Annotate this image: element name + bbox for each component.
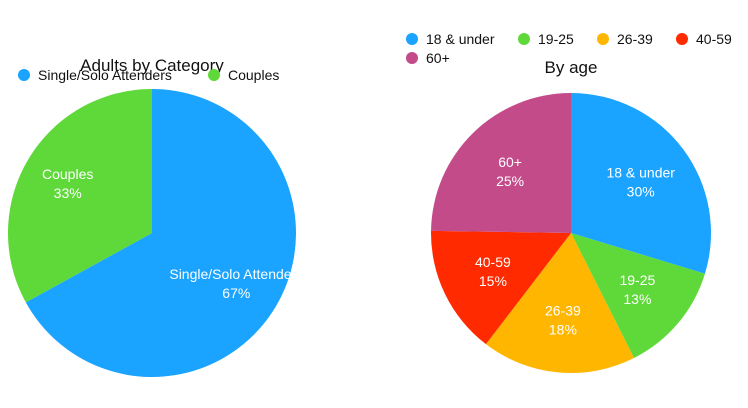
pie-slice-19-25 bbox=[571, 233, 705, 359]
legend-label-26-39: 26-39 bbox=[617, 31, 653, 47]
chart-title: Adults by Category bbox=[80, 56, 224, 75]
slice-label-single-solo-attenders: Single/Solo Attenders bbox=[169, 266, 303, 282]
pie-slice-60 bbox=[431, 93, 571, 233]
legend-swatch-60 bbox=[406, 52, 418, 64]
pie bbox=[431, 93, 711, 374]
slice-label-18-under: 18 & under bbox=[606, 164, 675, 180]
by-age-chart: By age 18 & under 19-25 26-39 40-59 60+ 18 &… bbox=[406, 31, 732, 374]
legend-label-19-25: 19-25 bbox=[538, 31, 574, 47]
legend-label-40-59: 40-59 bbox=[696, 31, 732, 47]
pie-slice-single-solo-attenders bbox=[25, 89, 296, 377]
legend-label-18-under: 18 & under bbox=[426, 31, 495, 47]
slice-value-26-39: 18% bbox=[549, 321, 577, 337]
legend-swatch-26-39 bbox=[597, 33, 609, 45]
slice-value-18-under: 30% bbox=[627, 183, 655, 199]
pie-slice-18-under bbox=[571, 93, 711, 274]
slice-value-19-25: 13% bbox=[623, 291, 651, 307]
chart-title: By age bbox=[545, 58, 598, 77]
legend-swatch-19-25 bbox=[518, 33, 530, 45]
slice-value-60: 25% bbox=[496, 173, 524, 189]
legend-label-single-solo-attenders: Single/Solo Attenders bbox=[38, 67, 172, 83]
slice-label-couples: Couples bbox=[42, 166, 93, 182]
pie bbox=[7, 89, 296, 377]
legend-label-60: 60+ bbox=[426, 50, 450, 66]
legend-swatch-single-solo-attenders bbox=[18, 69, 30, 81]
legend: 18 & under 19-25 26-39 40-59 60+ bbox=[406, 31, 732, 66]
slice-label-19-25: 19-25 bbox=[619, 272, 655, 288]
slice-labels: Single/Solo Attenders 67% Couples 33% bbox=[42, 166, 303, 301]
slice-value-40-59: 15% bbox=[479, 273, 507, 289]
slice-value-couples: 33% bbox=[54, 185, 82, 201]
adults-by-category-chart: Adults by Category Single/Solo Attenders… bbox=[7, 56, 303, 377]
legend-label-couples: Couples bbox=[228, 67, 279, 83]
legend-swatch-couples bbox=[208, 69, 220, 81]
pie-slice-26-39 bbox=[485, 233, 634, 374]
legend-swatch-40-59 bbox=[676, 33, 688, 45]
slice-value-single-solo-attenders: 67% bbox=[222, 285, 250, 301]
slice-label-40-59: 40-59 bbox=[475, 254, 511, 270]
pie-slice-couples bbox=[7, 89, 152, 303]
slice-label-26-39: 26-39 bbox=[545, 302, 581, 318]
legend-swatch-18-under bbox=[406, 33, 418, 45]
slice-label-60: 60+ bbox=[498, 154, 522, 170]
pie-slice-40-59 bbox=[431, 230, 571, 345]
legend: Single/Solo Attenders Couples bbox=[18, 67, 279, 83]
slice-labels: 18 & under 30% 19-25 13% 26-39 18% 40-59 15% 60+… bbox=[475, 154, 675, 337]
